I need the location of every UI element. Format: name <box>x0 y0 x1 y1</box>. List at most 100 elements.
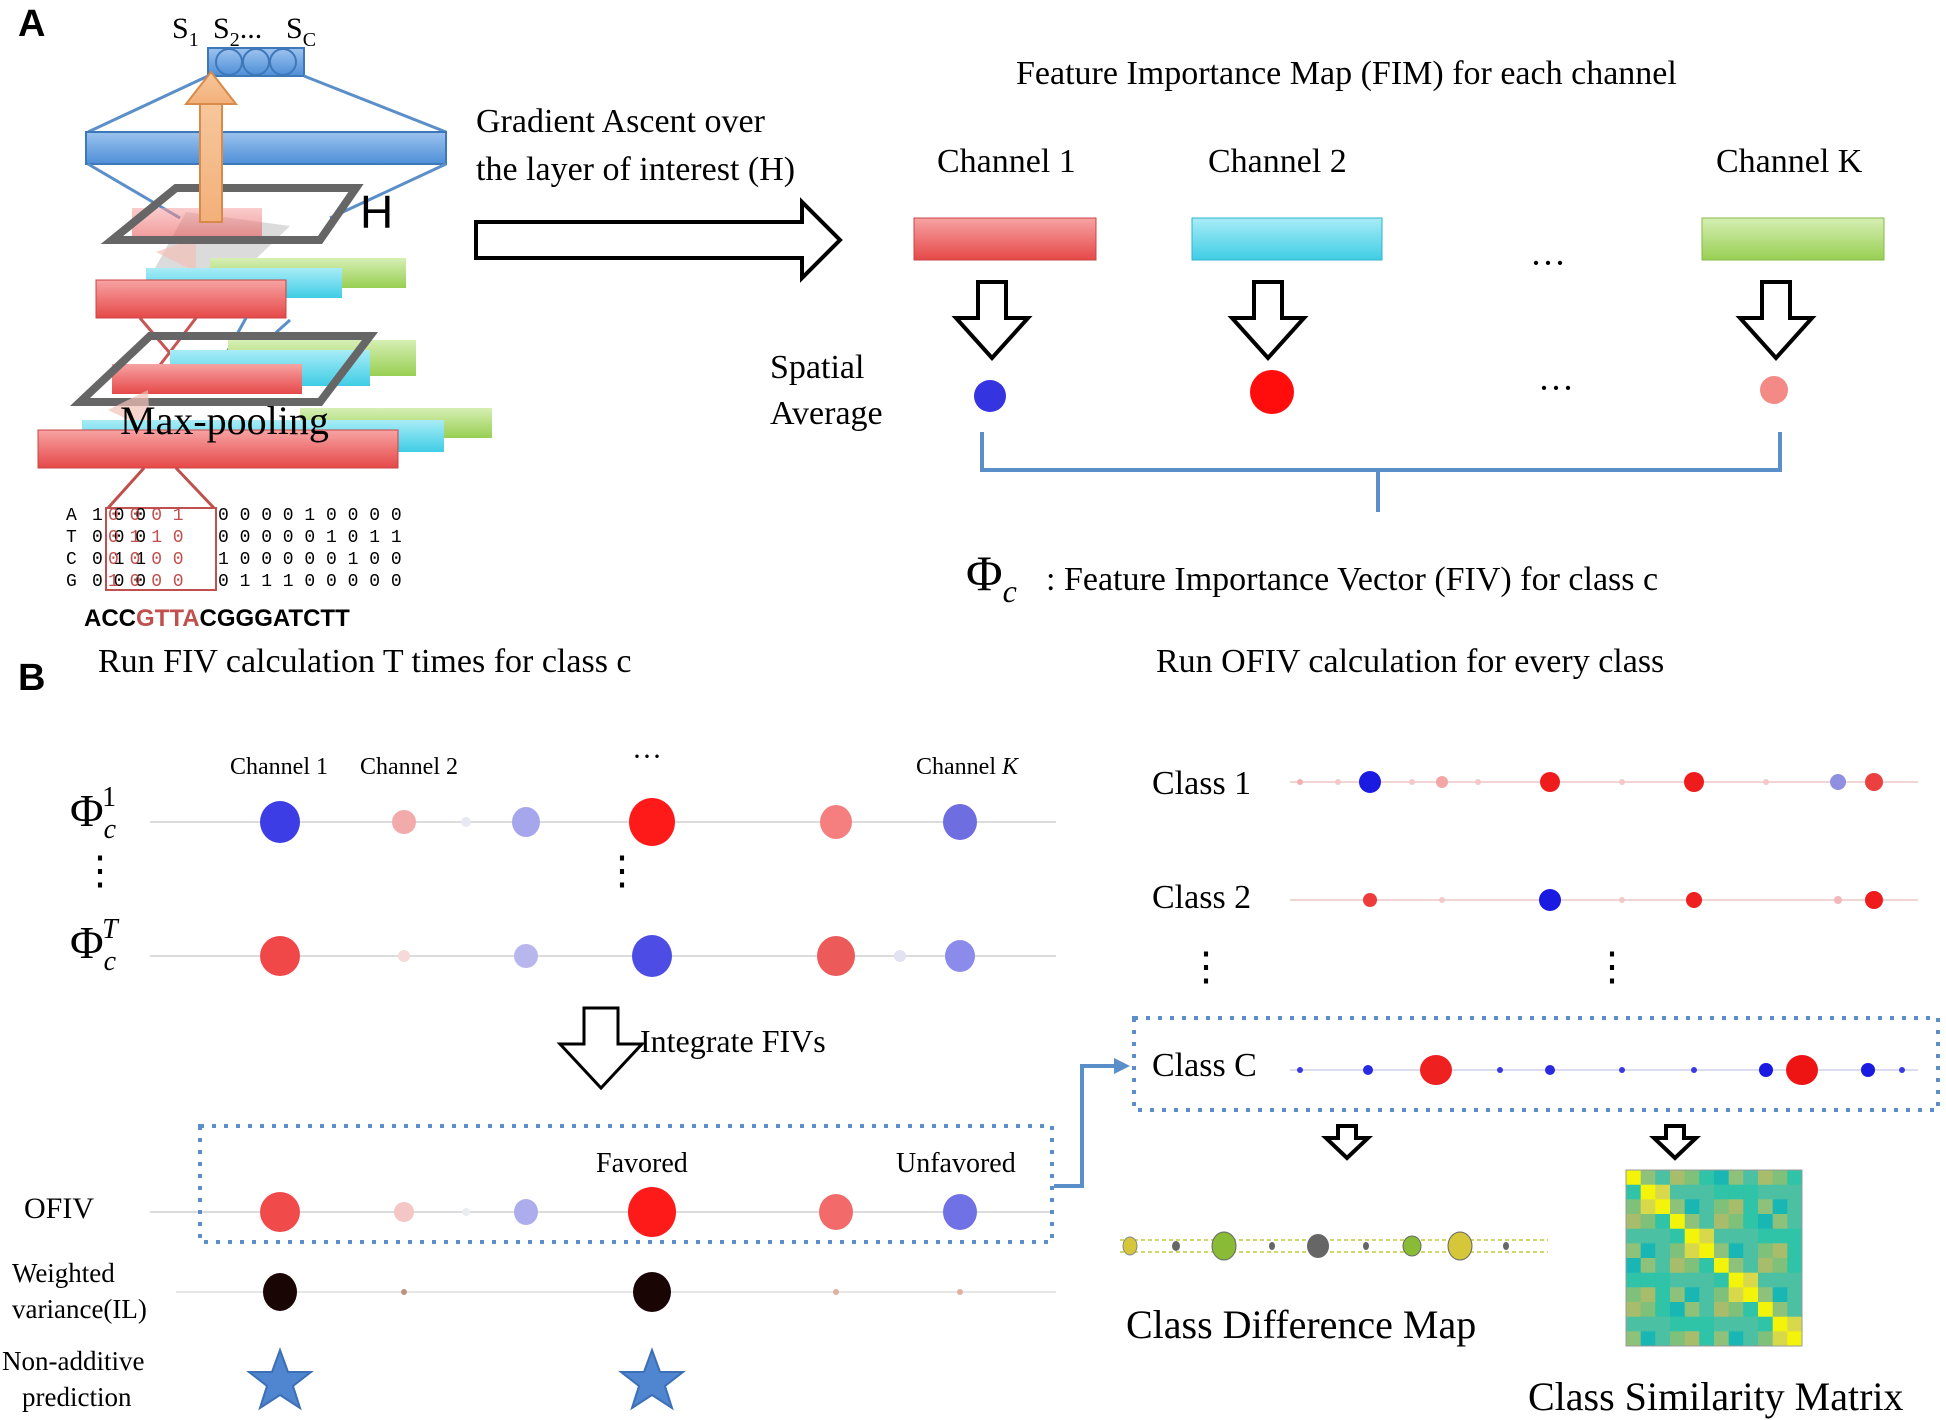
row-dot <box>1409 779 1415 785</box>
matrix-cell <box>1772 1316 1788 1332</box>
matrix-cell <box>1626 1316 1642 1332</box>
row-dot <box>1545 1065 1555 1075</box>
ofiv-box <box>198 1124 1054 1244</box>
phi-t-label: ΦcT <box>70 914 120 977</box>
matrix-cell <box>1772 1258 1788 1274</box>
diff-dot <box>1307 1234 1329 1258</box>
class-1-label: Class 1 <box>1152 765 1251 802</box>
matrix-cell <box>1684 1184 1700 1200</box>
fiv-label: : Feature Importance Vector (FIV) for cl… <box>1046 561 1658 598</box>
matrix-cell <box>1699 1331 1715 1347</box>
matrix-cell <box>1640 1228 1656 1244</box>
row-dot <box>632 935 672 977</box>
diff-dot <box>1402 1235 1422 1257</box>
matrix-cell <box>1640 1272 1656 1288</box>
matrix-cell <box>1626 1258 1642 1274</box>
matrix-cell <box>1728 1170 1744 1186</box>
row-dot <box>633 1272 671 1312</box>
vdots-left: ⋮ <box>80 848 120 893</box>
matrix-cell <box>1640 1302 1656 1318</box>
row-dot <box>1865 773 1883 791</box>
variance-label: variance(IL) <box>12 1294 147 1324</box>
down-arrow <box>951 280 1033 361</box>
matrix-cell <box>1670 1199 1686 1215</box>
output-unit-circle <box>215 48 243 76</box>
matrix-cell <box>1670 1302 1686 1318</box>
average-label: Average <box>770 395 883 432</box>
connection-line <box>87 74 209 134</box>
row-dot <box>1420 1055 1452 1085</box>
row-dot <box>1759 1063 1773 1077</box>
matrix-cell <box>1670 1272 1686 1288</box>
vdots-class-left: ⋮ <box>1186 944 1226 989</box>
dna-sequence: ACCGTTACGGGATCTT <box>84 605 350 632</box>
matrix-cell <box>1684 1331 1700 1347</box>
matrix-cell <box>1655 1287 1671 1303</box>
fiv-bracket <box>980 432 1782 512</box>
matrix-cell <box>1699 1287 1715 1303</box>
diff-dot <box>1122 1236 1138 1256</box>
header-channel-1: Channel 1 <box>230 754 328 780</box>
layer-h-plane <box>100 184 364 244</box>
row-dot <box>833 1289 839 1295</box>
diff-dot <box>1172 1241 1180 1251</box>
row-dot <box>514 1199 538 1225</box>
avg-ellipsis: ··· <box>1538 368 1574 408</box>
conv-layer-red <box>37 429 399 469</box>
feature-map-red <box>112 364 302 394</box>
output-units-label: S1 S2... SC <box>172 12 316 51</box>
row-dot <box>629 798 675 846</box>
class-c-box <box>1132 1016 1940 1112</box>
row-dot <box>1684 772 1704 792</box>
matrix-cell <box>1728 1272 1744 1288</box>
row-dot <box>1619 779 1625 785</box>
matrix-cell <box>1743 1214 1759 1230</box>
matrix-cell <box>1670 1228 1686 1244</box>
matrix-cell <box>1670 1170 1686 1186</box>
matrix-cell <box>1728 1243 1744 1259</box>
diff-dot <box>1363 1242 1369 1250</box>
matrix-cell <box>1787 1302 1803 1318</box>
motif-window <box>105 507 217 591</box>
ofiv-connector-head <box>1114 1058 1130 1074</box>
fim-title: Feature Importance Map (FIM) for each ch… <box>1016 55 1677 92</box>
layer-h-label: H <box>360 186 393 238</box>
matrix-cell <box>1714 1331 1730 1347</box>
matrix-cell <box>1714 1287 1730 1303</box>
matrix-cell <box>1655 1228 1671 1244</box>
matrix-cell <box>1787 1199 1803 1215</box>
matrix-cell <box>1743 1184 1759 1200</box>
matrix-cell <box>1699 1316 1715 1332</box>
avg-dot-channel-2 <box>1250 370 1294 414</box>
matrix-cell <box>1787 1170 1803 1186</box>
class-similarity-label: Class Similarity Matrix <box>1528 1374 1904 1419</box>
matrix-cell <box>1743 1199 1759 1215</box>
matrix-cell <box>1626 1170 1642 1186</box>
matrix-cell <box>1787 1243 1803 1259</box>
matrix-cell <box>1640 1258 1656 1274</box>
row-dot <box>1297 779 1303 785</box>
matrix-cell <box>1758 1199 1774 1215</box>
gradient-arrow-head <box>183 70 239 105</box>
gradient-ascent-line1: Gradient Ascent over <box>476 103 766 140</box>
row-dot <box>398 950 410 962</box>
matrix-cell <box>1787 1214 1803 1230</box>
matrix-cell <box>1743 1287 1759 1303</box>
matrix-cell <box>1728 1331 1744 1347</box>
matrix-cell <box>1670 1214 1686 1230</box>
matrix-cell <box>1743 1316 1759 1332</box>
row-dot <box>1865 891 1883 909</box>
matrix-cell <box>1655 1184 1671 1200</box>
matrix-cell <box>1714 1228 1730 1244</box>
matrix-cell <box>1772 1302 1788 1318</box>
row-dot <box>1436 776 1448 788</box>
channel-1-label: Channel 1 <box>937 143 1076 180</box>
row-dot <box>401 1289 407 1295</box>
matrix-cell <box>1772 1170 1788 1186</box>
row-dot <box>1830 774 1846 790</box>
row-dot <box>1335 779 1341 785</box>
row-dot <box>894 950 906 962</box>
